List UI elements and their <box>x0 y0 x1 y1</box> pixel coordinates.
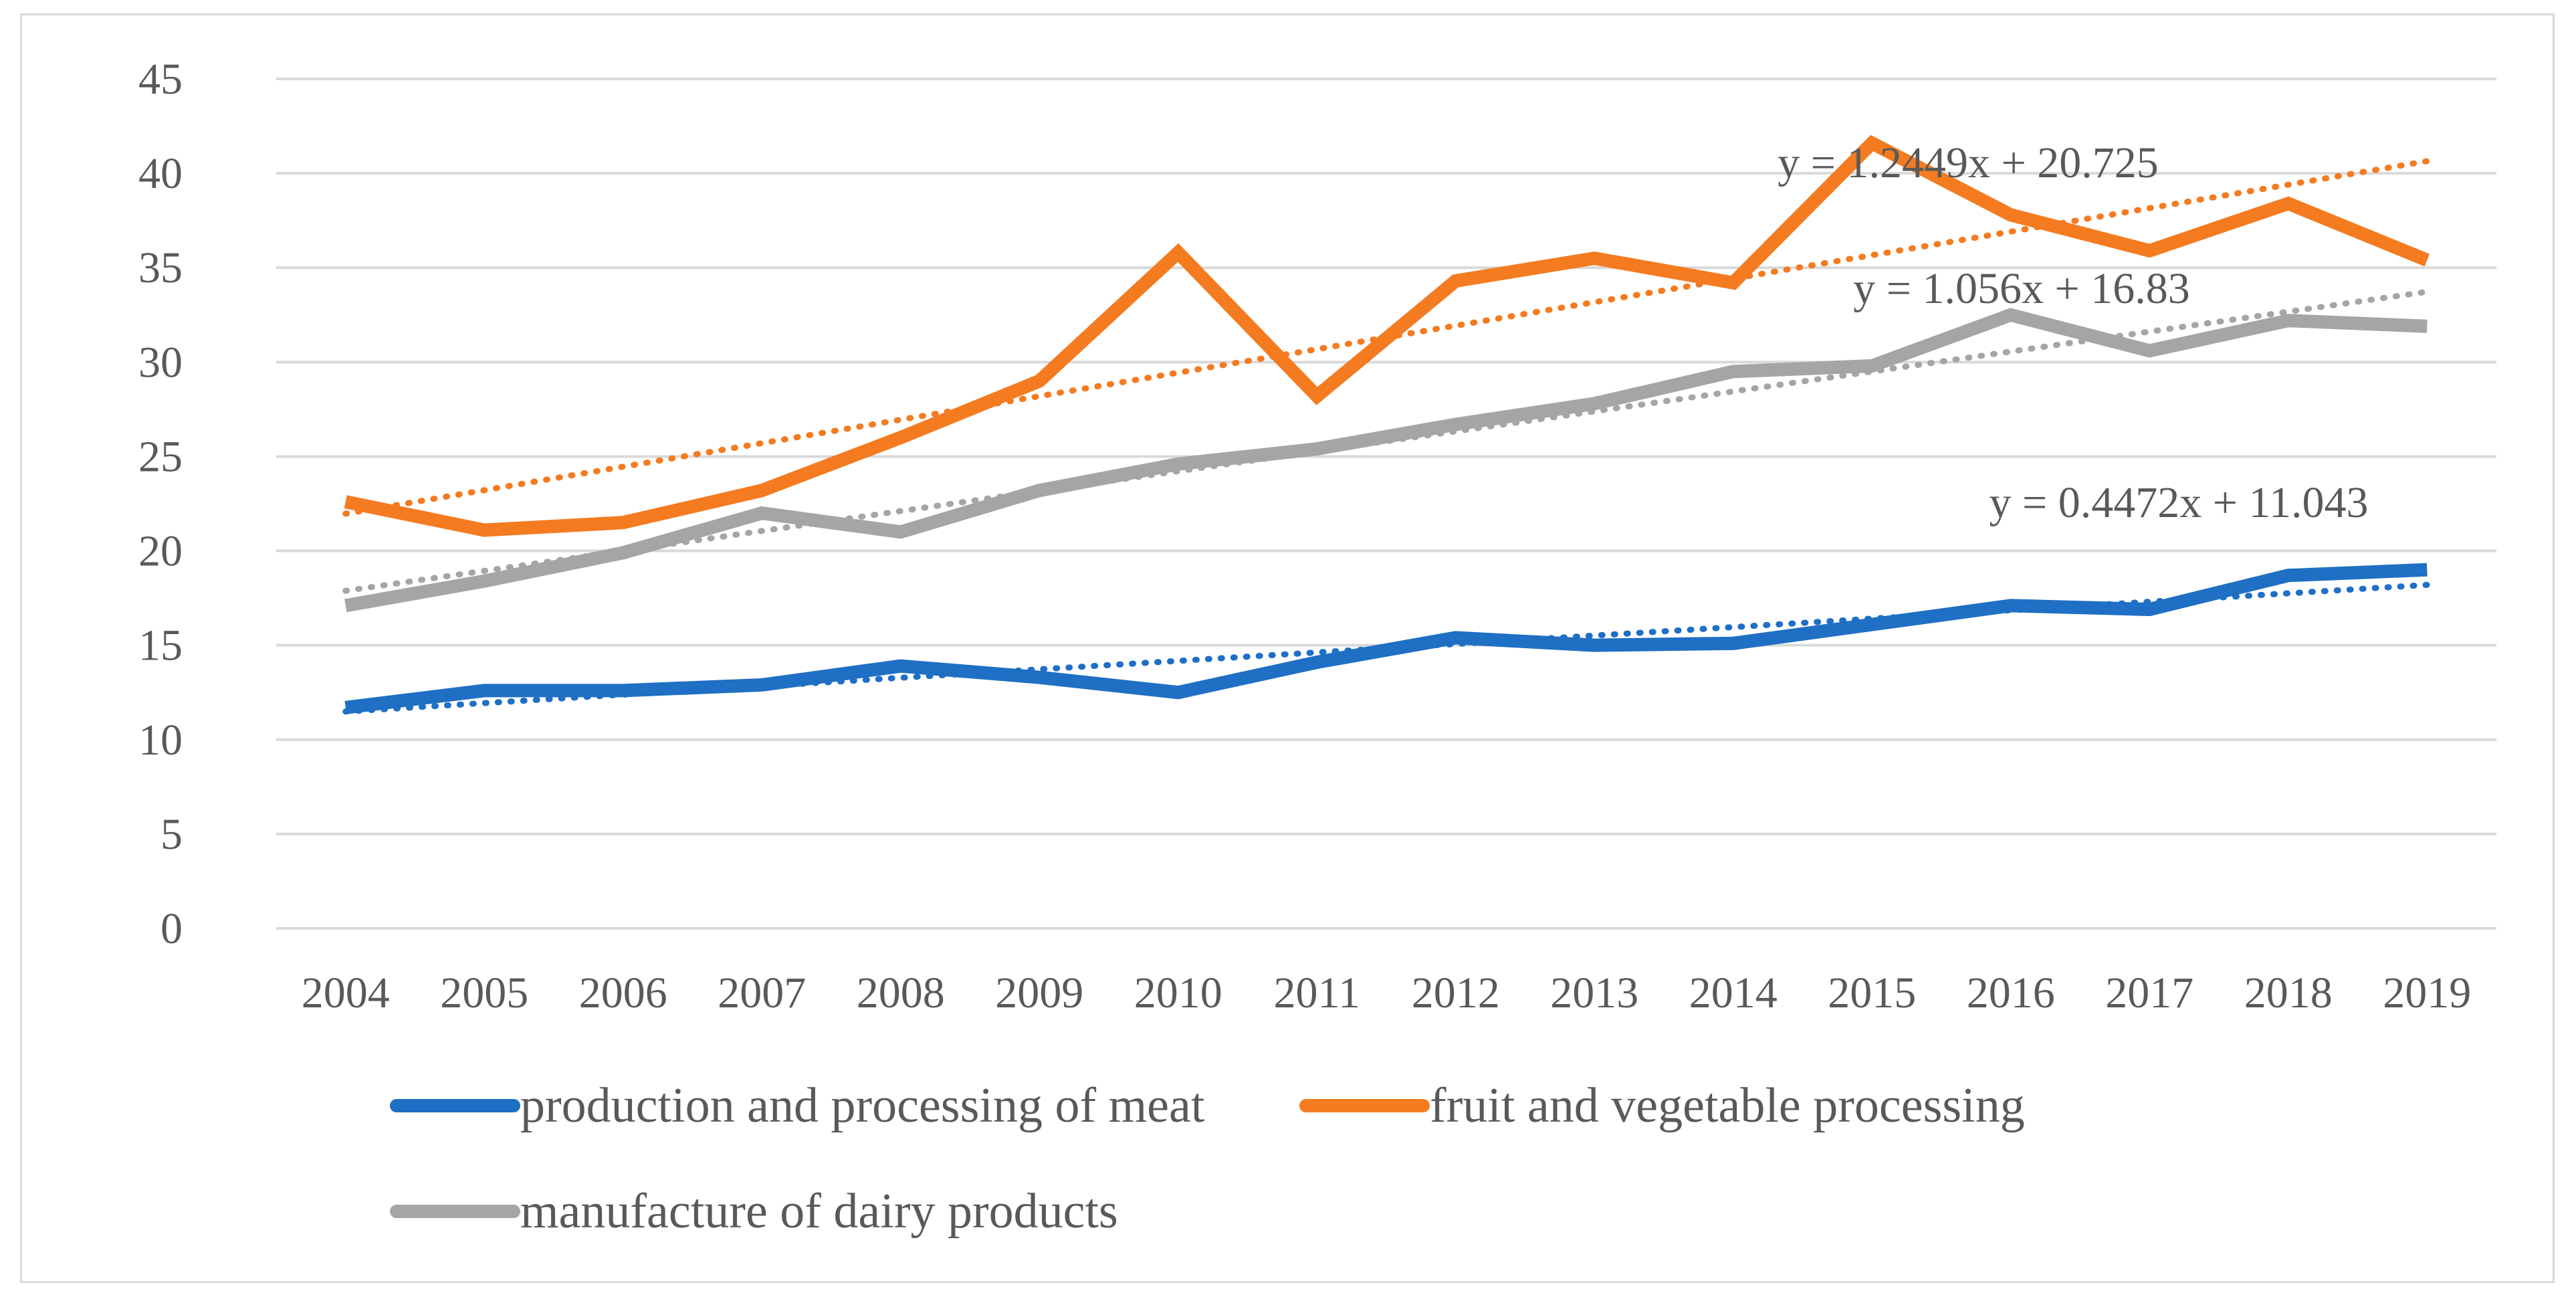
x-tick-label: 2005 <box>440 969 528 1017</box>
x-tick-label: 2007 <box>718 969 806 1017</box>
y-tick-label: 45 <box>138 55 183 104</box>
x-tick-label: 2004 <box>302 969 390 1017</box>
x-tick-label: 2012 <box>1412 969 1500 1017</box>
series-line-2 <box>344 308 2428 613</box>
y-tick-label: 40 <box>138 149 183 198</box>
x-tick-label: 2017 <box>2105 969 2193 1017</box>
x-tick-label: 2016 <box>1967 969 2055 1017</box>
x-tick-label: 2013 <box>1550 969 1638 1017</box>
x-tick-label: 2008 <box>857 969 945 1017</box>
x-tick-label: 2009 <box>995 969 1083 1017</box>
x-tick-label: 2018 <box>2244 969 2333 1017</box>
y-tick-label: 30 <box>138 338 183 387</box>
x-tick-label: 2006 <box>579 969 667 1017</box>
legend-label-1: fruit and vegetable processing <box>1430 1078 2025 1133</box>
trendline-equation-2: y = 1.056x + 16.83 <box>1853 264 2189 313</box>
series-line-0 <box>344 563 2428 714</box>
y-tick-label: 20 <box>138 527 183 576</box>
line-chart: 0 5 10 15 20 25 30 35 40 45 2004 2005 2006 2007 2008 20… <box>138 55 2496 1239</box>
y-tick-label: 35 <box>138 243 183 292</box>
y-tick-label: 0 <box>160 904 183 953</box>
trendline-2 <box>342 288 2430 594</box>
chart-frame: 0 5 10 15 20 25 30 35 40 45 2004 2005 2006 2007 2008 20… <box>20 13 2555 1283</box>
legend-label-0: production and processing of meat <box>520 1078 1205 1133</box>
trendline-equation-1: y = 1.2449x + 20.725 <box>1778 138 2158 187</box>
x-tick-label: 2010 <box>1134 969 1222 1017</box>
y-tick-label: 15 <box>138 621 183 670</box>
y-tick-label: 25 <box>138 432 183 481</box>
y-tick-label: 5 <box>160 810 183 859</box>
x-tick-label: 2011 <box>1273 969 1360 1017</box>
trendline-equation-0: y = 0.4472x + 11.043 <box>1990 478 2369 527</box>
x-tick-label: 2015 <box>1828 969 1916 1017</box>
x-tick-label: 2019 <box>2383 969 2471 1017</box>
legend-label-2: manufacture of dairy products <box>520 1184 1118 1239</box>
y-tick-label: 10 <box>138 716 183 765</box>
series-line-1 <box>344 134 2430 537</box>
x-tick-label: 2014 <box>1689 969 1778 1017</box>
